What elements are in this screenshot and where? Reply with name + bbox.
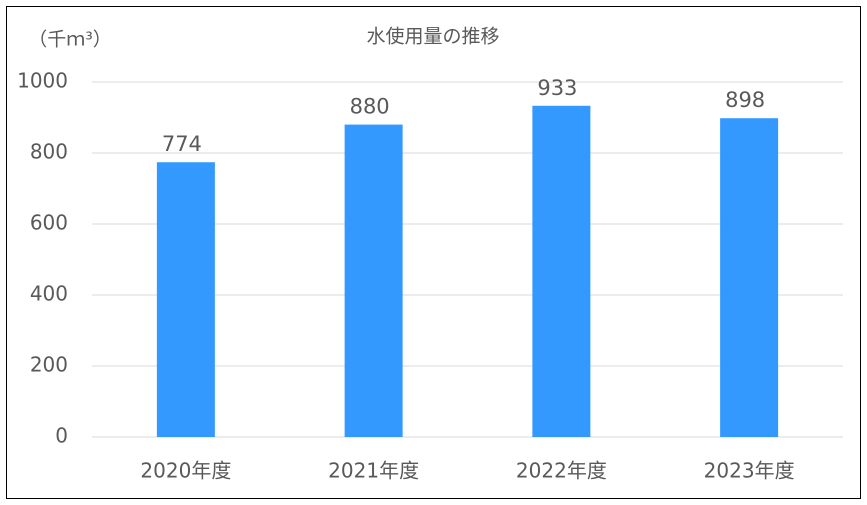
bar	[344, 124, 403, 437]
data-label: 933	[537, 76, 577, 100]
data-label: 898	[725, 88, 765, 112]
y-tick-label: 0	[55, 424, 68, 448]
y-tick-label: 1000	[17, 69, 68, 93]
y-tick-label: 600	[30, 211, 68, 235]
chart-title: 水使用量の推移	[366, 26, 499, 48]
x-tick-label: 2020年度	[140, 459, 231, 483]
y-tick-label: 200	[30, 353, 68, 377]
x-tick-label: 2023年度	[704, 459, 795, 483]
data-label: 774	[162, 132, 202, 156]
x-tick-label: 2021年度	[328, 459, 419, 483]
bar	[156, 162, 215, 438]
bar	[720, 118, 779, 438]
y-tick-label: 800	[30, 140, 68, 164]
x-tick-label: 2022年度	[516, 459, 607, 483]
y-tick-label: 400	[30, 282, 68, 306]
data-label: 880	[350, 95, 390, 119]
chart-border	[6, 6, 861, 499]
bar	[532, 105, 591, 437]
y-axis-unit: （千ｍ³）	[28, 29, 112, 51]
